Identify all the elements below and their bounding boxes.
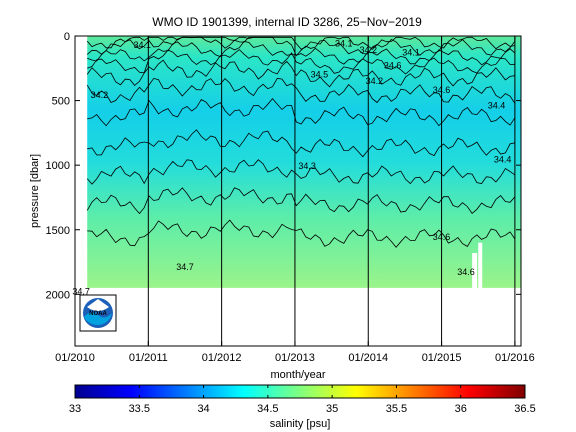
contour-line [87, 97, 516, 127]
data-gap [478, 242, 483, 292]
contour-line [86, 59, 515, 88]
x-tick-label: 01/2011 [129, 352, 168, 364]
x-axis-label: month/year [270, 369, 325, 381]
contour-line [87, 49, 515, 75]
y-tick-label: 500 [52, 96, 70, 108]
y-tick-label: 1000 [46, 160, 70, 172]
y-axis-label: pressure [dbar] [29, 154, 41, 228]
colorbar-tick-label: 34 [197, 403, 209, 415]
colorbar: 33 33.5 34 34.5 35 35.5 36 36.5 [69, 384, 536, 415]
x-tick-label: 01/2010 [55, 352, 95, 364]
colorbar-tick-label: 34.5 [257, 403, 278, 415]
y-tick-label: 2000 [46, 289, 70, 301]
contour-label: 34.2 [366, 76, 384, 86]
contour-label: 34.1 [402, 48, 420, 58]
contour-label: 34.3 [298, 161, 316, 171]
contour-line [86, 159, 516, 185]
y-tick-label: 1500 [46, 225, 70, 237]
noaa-logo-text: NOAA [89, 311, 107, 317]
y-tick-label: 0 [64, 31, 70, 43]
noaa-logo: NOAA [79, 294, 117, 332]
contour-label: 34.2 [359, 45, 377, 55]
contour-label: 34.4 [488, 100, 506, 110]
contour-line [87, 129, 515, 158]
colorbar-label: salinity [psu] [270, 418, 331, 430]
plot-area: 34.134.234.334.534.134.234.234.634.134.6… [46, 31, 535, 364]
contour-line [87, 219, 516, 248]
chart-title: WMO ID 1901399, internal ID 3286, 25−Nov… [152, 15, 422, 29]
contour-line [86, 187, 516, 215]
contour-label: 34.7 [72, 286, 90, 296]
x-tick-label: 01/2016 [495, 352, 535, 364]
colorbar-tick-label: 33 [69, 403, 81, 415]
x-tick-label: 01/2015 [422, 352, 462, 364]
contour-label: 34.4 [494, 155, 512, 165]
contour-label: 34.6 [384, 60, 402, 70]
contour-line [87, 41, 516, 66]
contour-label: 34.6 [457, 267, 475, 277]
x-tick-label: 01/2013 [275, 352, 315, 364]
contour-label: 34.6 [433, 232, 451, 242]
contour-label: 34.7 [176, 262, 194, 272]
colorbar-tick-label: 35 [326, 403, 338, 415]
colorbar-tick-label: 33.5 [129, 403, 150, 415]
data-gap [472, 253, 478, 292]
contour-label: 34.6 [433, 85, 451, 95]
contour-label: 34.1 [133, 40, 151, 50]
contour-line [86, 36, 515, 50]
x-tick-label: 01/2014 [348, 352, 388, 364]
colorbar-tick-label: 36 [455, 403, 467, 415]
salinity-field [87, 36, 521, 288]
colorbar-tick-label: 35.5 [386, 403, 407, 415]
contour-line [86, 36, 516, 57]
contour-label: 34.1 [335, 38, 353, 48]
colorbar-gradient [74, 384, 526, 399]
plot-frame [74, 35, 522, 347]
contour-label: 34.5 [311, 69, 329, 79]
x-tick-label: 01/2012 [202, 352, 242, 364]
contour-line [86, 77, 516, 104]
colorbar-tick-label: 36.5 [514, 403, 535, 415]
contour-label: 34.2 [91, 90, 109, 100]
